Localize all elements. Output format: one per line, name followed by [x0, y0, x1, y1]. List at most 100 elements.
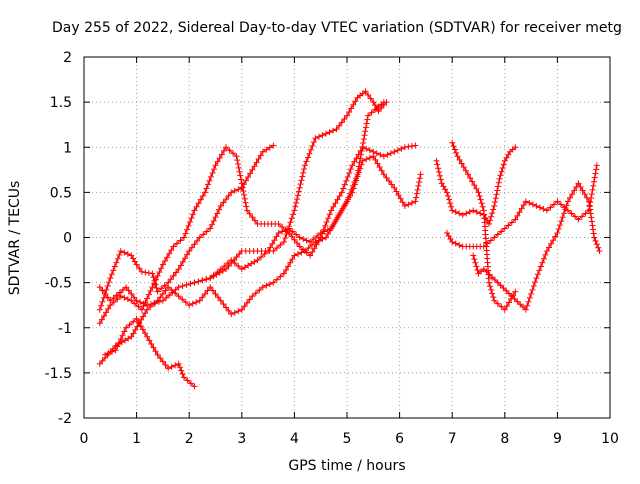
x-tick-label: 8 — [500, 431, 509, 447]
trace-marker — [337, 209, 344, 216]
x-tick-label: 9 — [553, 431, 562, 447]
trace-marker — [298, 249, 305, 256]
data-point — [154, 288, 161, 295]
trace-marker — [520, 303, 527, 310]
trace-marker — [236, 168, 243, 175]
data-point — [117, 293, 124, 300]
trace-marker — [586, 202, 593, 209]
trace-marker — [532, 279, 539, 286]
trace-marker — [583, 194, 590, 201]
trace-marker — [492, 195, 499, 202]
trace-marker — [299, 173, 306, 180]
trace-marker — [239, 184, 246, 191]
data-point — [543, 207, 550, 214]
trace-marker — [142, 310, 149, 317]
trace-marker — [204, 287, 211, 294]
trace-marker — [591, 174, 598, 181]
trace-marker — [105, 279, 112, 286]
trace-marker — [473, 263, 480, 270]
data-point — [228, 257, 235, 264]
trace-marker — [98, 302, 105, 309]
trace-marker — [360, 136, 367, 143]
data-point — [575, 180, 582, 187]
trace-marker — [183, 226, 190, 233]
trace-marker — [240, 188, 247, 195]
trace-marker — [210, 217, 217, 224]
data-point — [217, 266, 224, 273]
tick-layer — [83, 56, 611, 419]
x-tick-label: 3 — [237, 431, 246, 447]
data-point — [522, 198, 529, 205]
trace-marker — [251, 258, 258, 265]
trace-marker — [182, 230, 189, 237]
trace-marker — [590, 226, 597, 233]
trace-marker — [194, 237, 201, 244]
trace-marker — [266, 281, 273, 288]
data-point — [401, 202, 408, 209]
trace-marker — [414, 186, 421, 193]
data-point — [138, 306, 145, 313]
trace-marker — [157, 355, 164, 362]
trace-marker — [108, 271, 115, 278]
data-point — [301, 162, 308, 169]
data-point — [475, 189, 482, 196]
trace-marker — [506, 299, 513, 306]
trace-marker — [346, 170, 353, 177]
trace-marker — [319, 132, 326, 139]
trace-marker — [387, 150, 394, 157]
trace-marker — [220, 301, 227, 308]
trace-marker — [130, 294, 137, 301]
trace-marker — [212, 214, 219, 221]
trace-marker — [104, 294, 111, 301]
trace-marker — [487, 283, 494, 290]
trace-marker — [314, 232, 321, 239]
x-tick-label: 2 — [185, 431, 194, 447]
trace-marker — [582, 210, 589, 217]
data-point — [217, 297, 224, 304]
trace-marker — [336, 192, 343, 199]
trace-marker — [326, 129, 333, 136]
data-point — [275, 220, 282, 227]
data-point — [344, 198, 350, 205]
trace-marker — [503, 303, 510, 310]
y-tick-label: -2 — [58, 411, 72, 427]
trace-marker — [456, 210, 463, 217]
data-point — [564, 198, 571, 205]
trace-marker — [344, 173, 351, 180]
data-point — [512, 144, 519, 151]
data-point — [175, 360, 182, 367]
data-point — [201, 189, 208, 196]
trace-marker — [214, 269, 221, 276]
trace-marker — [498, 303, 505, 310]
trace-marker — [590, 230, 597, 237]
trace-marker — [145, 269, 152, 276]
trace-marker — [447, 200, 454, 207]
trace-marker — [471, 256, 478, 263]
trace-marker — [383, 174, 390, 181]
trace-marker — [166, 250, 173, 257]
data-point — [333, 216, 340, 223]
data-point — [554, 198, 561, 205]
trace-marker — [110, 299, 117, 306]
trace-marker — [294, 192, 301, 199]
trace-marker — [287, 219, 294, 226]
trace-marker — [540, 255, 547, 262]
data-point — [123, 324, 130, 331]
trace-marker — [298, 177, 305, 184]
x-tick-label: 0 — [80, 431, 89, 447]
trace-marker — [294, 240, 301, 247]
data-point — [212, 162, 219, 169]
trace-marker — [216, 206, 223, 213]
trace-marker — [499, 165, 506, 172]
trace-marker — [188, 215, 195, 222]
trace-marker — [163, 294, 170, 301]
trace-marker — [184, 251, 191, 258]
data-point — [301, 248, 308, 255]
data-point — [233, 153, 240, 160]
trace-marker — [204, 181, 211, 188]
trace-marker — [530, 283, 537, 290]
trace-marker — [335, 212, 342, 219]
data-point — [238, 266, 245, 273]
trace-marker — [588, 218, 595, 225]
data-point — [159, 297, 166, 304]
